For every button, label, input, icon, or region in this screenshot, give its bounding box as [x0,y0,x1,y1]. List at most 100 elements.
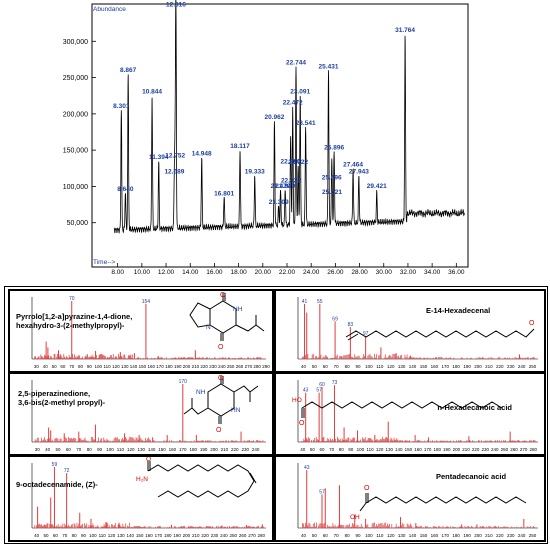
spectrum-xtick-label: 120 [112,364,120,369]
spectrum-xtick-label: 60 [66,447,72,452]
spectrum-xtick-label: 130 [398,364,406,369]
spectrum-xtick-label: 60 [60,364,66,369]
spectrum-xtick-label: 140 [409,364,417,369]
chrom-xtick-label: 32.00 [400,269,417,275]
spectrum-xtick-label: 80 [345,364,351,369]
spectrum-xtick-label: 240 [218,364,226,369]
spectrum-xtick-label: 160 [431,364,439,369]
chrom-xtick-label: 12.00 [158,269,175,275]
svg-text:O: O [299,420,305,427]
chrom-peak-label: 22.472 [283,100,303,107]
spectrum-xtick-label: 290 [262,364,270,369]
structure-drawing: O [345,320,535,341]
chrom-xtick-label: 8.00 [111,269,124,275]
spectrum-xtick-label: 100 [94,364,102,369]
spectrum-xtick-label: 240 [220,533,228,538]
chrom-peak-label: 21.849 [275,183,295,190]
spectrum-xtick-label: 210 [192,364,200,369]
chrom-peak-label: 23.541 [296,120,316,127]
structure-drawing: H₂N O [136,457,257,498]
chrom-ytick-label: 250,000 [63,75,88,82]
chrom-y-axis: 50,000 100,000 150,000 200,000 250,000 300,00… [63,39,96,227]
spectrum-xtick-label: 170 [156,364,164,369]
chrom-ytick-label: 200,000 [63,111,88,118]
spectrum-xtick-label: 190 [173,533,181,538]
spectrum-xtick-label: 180 [189,447,197,452]
chrom-ytick-label: 300,000 [63,39,88,46]
chrom-xtick-label: 20.00 [255,269,272,275]
chrom-peak-label: 22.744 [286,60,306,67]
spectrum-xtick-label: 200 [474,533,482,538]
spectrum-xtick-label: 220 [496,364,504,369]
svg-text:O: O [529,320,535,327]
spectrum-xtick-label: 180 [433,447,441,452]
spectrum-panel-4: 40 50 60 70 80 90 100 110 120 130 140 150 160 170 180 1… [274,372,546,456]
svg-text:HN: HN [231,407,241,414]
spectrum-xtick-label: 130 [117,533,125,538]
spectrum-xtick-label: 230 [241,447,249,452]
chrom-peak-label: 22.290 [281,158,301,165]
spectrum-panel-6: 40 50 60 70 80 90 100 110 120 130 140 150 160 170 180 1… [274,455,546,542]
chrom-xtick-label: 30.00 [376,269,393,275]
spectrum-xtick-label: 280 [253,364,261,369]
spectrum-xtick-label: 180 [164,533,172,538]
spectrum-xtick-label: 110 [376,533,384,538]
spectrum-xtick-label: 120 [127,447,135,452]
spectrum-peak-label: 41 [302,299,308,305]
spectrum-xtick-label: 80 [78,364,84,369]
chrom-xtick-label: 24.00 [303,269,320,275]
chrom-ytick-label: 150,000 [63,148,88,155]
spectrum-xtick-label: 50 [310,447,316,452]
spectrum-xtick-label: 140 [395,447,403,452]
spectrum-xtick-label: 210 [221,447,229,452]
spectrum-xtick-label: 60 [323,364,329,369]
compound-name: Pyrrolo[1,2-a]pyrazine-1,4-dione, hexahyd… [16,312,132,330]
svg-text:OH: OH [350,514,360,521]
spectrum-xtick-label: 230 [507,533,515,538]
svg-text:O: O [218,375,224,382]
spectrum-xtick-label: 110 [117,447,125,452]
spectrum-xtick-label: 160 [414,447,422,452]
chrom-peak-label: 20.962 [265,114,285,121]
spectrum-xtick-label: 240 [518,364,526,369]
spectrum-xtick-label: 50 [52,364,58,369]
chrom-peak-label: 22.322 [281,177,301,184]
chrom-peak-label: 12.689 [164,169,184,176]
spectrum-peak-label: 83 [348,322,354,328]
spectrum-xtick-label: 190 [443,447,451,452]
svg-text:NH: NH [233,306,243,313]
spectrum-xtick-label: 80 [72,533,78,538]
chrom-xtick-label: 22.00 [279,269,296,275]
spectrum-xtick-label: 250 [229,533,237,538]
spectrum-xtick-label: 260 [236,364,244,369]
spectrum-xtick-label: 160 [145,533,153,538]
mass-spectra-grid [4,286,548,544]
spectrum-peak-label: 59 [52,462,58,468]
svg-text:N: N [206,324,211,331]
compound-name: Pentadecanoic acid [436,472,506,481]
svg-text:O: O [364,485,370,492]
chrom-xlabel: Time--> [93,259,116,266]
compound-name: 2,5-piperazinedione, 3,6-bis(2-methyl pro… [18,389,106,407]
spectrum-xtick-label: 130 [398,533,406,538]
spectrum-xtick-label: 170 [442,533,450,538]
spectrum-xtick-label: 130 [121,364,129,369]
chrom-peak-label: 25.721 [322,189,342,196]
svg-text:O: O [218,344,224,351]
spectrum-xtick-label: 50 [44,533,50,538]
compound-name: n-Hexadecanoic acid [437,403,512,412]
spectrum-peak-label: 43 [304,465,310,471]
spectrum-xtick-label: 150 [139,364,147,369]
spectrum-xtick-label: 80 [345,533,351,538]
spectrum-xtick-label: 90 [355,533,361,538]
chrom-xtick-label: 34.00 [424,269,441,275]
spectrum-xtick-label: 190 [463,533,471,538]
spectrum-xtick-label: 70 [334,364,340,369]
spectrum-xtick-label: 50 [55,447,61,452]
spectrum-peak-label: 154 [142,299,151,305]
spectrum-xtick-label: 130 [137,447,145,452]
spectrum-peak-label: 73 [332,380,338,386]
chrom-peak-label: 29.421 [367,183,387,190]
spectrum-xtick-label: 230 [481,447,489,452]
spectrum-panel-2: 40 50 60 70 80 90 100 110 120 130 140 150 160 170 180 1… [274,289,546,373]
